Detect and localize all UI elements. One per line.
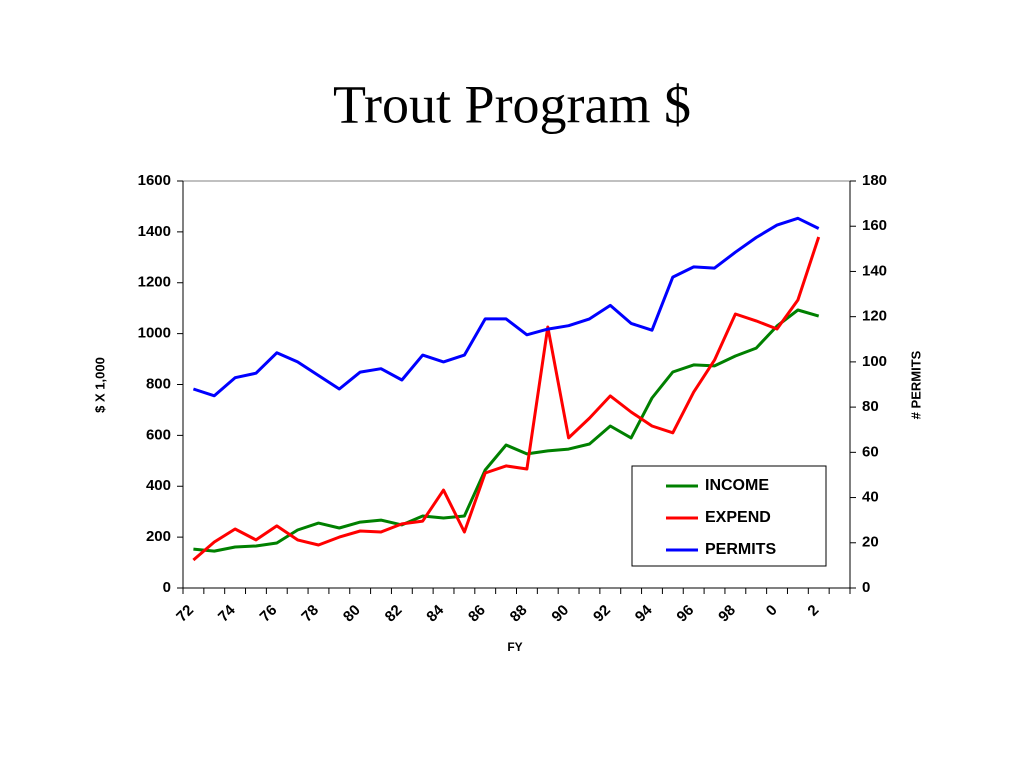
y-tick-label: 1000 <box>138 325 171 342</box>
y-tick-label: 400 <box>146 477 171 494</box>
y2-tick-label: 60 <box>862 443 879 460</box>
x-tick-label: 78 <box>298 602 322 626</box>
x-tick-label: 94 <box>632 601 656 625</box>
x-tick-label: 80 <box>340 602 364 626</box>
series-line <box>193 308 820 553</box>
y-tick-label: 1600 <box>138 172 171 189</box>
x-tick-label: 86 <box>465 602 489 626</box>
y-tick-label: 600 <box>146 426 171 443</box>
y2-tick-label: 40 <box>862 489 879 506</box>
y2-tick-label: 160 <box>862 217 887 234</box>
y-tick-label: 0 <box>163 579 171 596</box>
y2-tick-label: 80 <box>862 398 879 415</box>
x-axis-label: FY <box>507 640 522 654</box>
x-tick-label: 74 <box>215 601 239 625</box>
y2-tick-label: 20 <box>862 534 879 551</box>
y-tick-label: 800 <box>146 375 171 392</box>
y2-tick-label: 100 <box>862 353 887 370</box>
x-tick-label: 96 <box>673 602 697 626</box>
y-tick-label: 1400 <box>138 223 171 240</box>
legend-label: EXPEND <box>705 509 771 526</box>
x-tick-label: 92 <box>590 602 614 626</box>
legend-box <box>631 465 827 567</box>
x-tick-label: 88 <box>507 602 531 626</box>
x-tick-label: 2 <box>804 602 822 620</box>
x-tick-label: 84 <box>423 601 447 625</box>
series-line <box>192 216 820 398</box>
legend-label: PERMITS <box>705 541 776 558</box>
y2-tick-label: 180 <box>862 172 887 189</box>
y2-tick-label: 140 <box>862 262 887 279</box>
y2-tick-label: 0 <box>862 579 870 596</box>
y-tick-label: 1200 <box>138 274 171 291</box>
y-tick-label: 200 <box>146 528 171 545</box>
x-tick-label: 82 <box>382 602 406 626</box>
x-tick-label: 76 <box>257 602 281 626</box>
x-tick-label: 90 <box>548 602 572 626</box>
y2-axis-label: # PERMITS <box>908 350 923 419</box>
x-tick-label: 98 <box>715 602 739 626</box>
chart-title: Trout Program $ <box>333 74 691 134</box>
series-line <box>192 236 821 562</box>
legend-label: INCOME <box>705 477 769 494</box>
y-axis-label: $ X 1,000 <box>92 357 107 413</box>
x-tick-label: 72 <box>173 602 197 626</box>
y2-tick-label: 120 <box>862 308 887 325</box>
x-tick-label: 0 <box>763 602 781 620</box>
